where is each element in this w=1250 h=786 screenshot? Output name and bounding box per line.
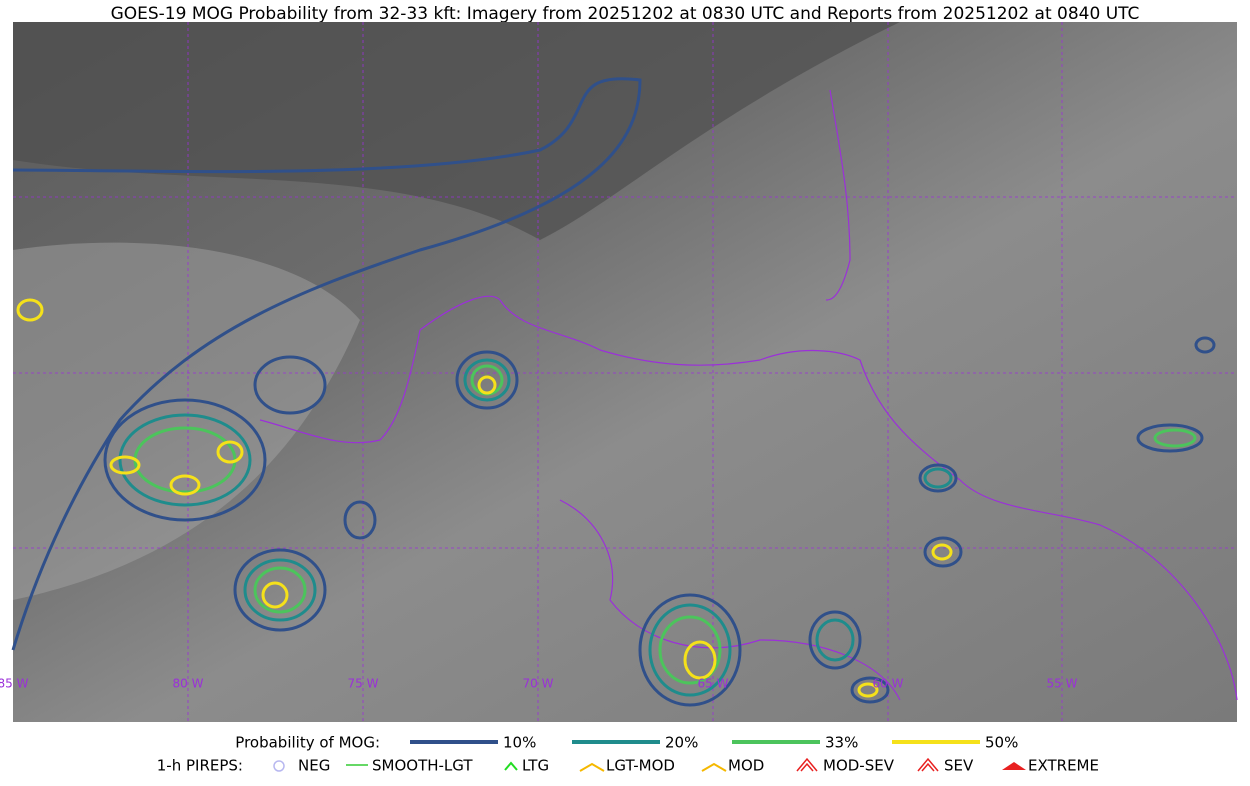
pirep-icon: [1002, 762, 1026, 770]
contours: [11, 77, 1216, 707]
pirep-label: LTG: [522, 757, 549, 775]
pirep-icon: [579, 762, 605, 772]
longitude-label: 65 W: [698, 677, 729, 691]
pirep-icon: [273, 760, 285, 772]
probability-legend-title: Probability of MOG:: [235, 734, 380, 752]
pirep-icon: [917, 757, 939, 772]
pirep-label: SEV: [944, 757, 974, 775]
pirep-label: EXTREME: [1028, 757, 1099, 775]
longitude-labels: 85 W 80 W 75 W 70 W 65 W 60 W 55 W: [0, 677, 1078, 691]
longitude-label: 70 W: [523, 677, 554, 691]
dry-slot: [13, 22, 900, 240]
probability-label: 50%: [985, 734, 1018, 752]
probability-label: 33%: [825, 734, 858, 752]
probability-label: 10%: [503, 734, 536, 752]
pirep-icon: [796, 757, 818, 772]
map: 85 W 80 W 75 W 70 W 65 W 60 W 55 W: [0, 22, 1238, 722]
pirep-label: SMOOTH-LGT: [372, 757, 473, 775]
longitude-label: 55 W: [1047, 677, 1078, 691]
longitude-label: 75 W: [348, 677, 379, 691]
pirep-label: NEG: [298, 757, 330, 775]
pirep-label: MOD-SEV: [823, 757, 895, 775]
pirep-icon: [701, 762, 727, 772]
legend: Probability of MOG: 10% 20% 33% 50% 1-h PIREP…: [157, 734, 1099, 775]
longitude-label: 60 W: [873, 677, 904, 691]
longitude-label: 85 W: [0, 677, 29, 691]
cloud-band: [13, 242, 360, 600]
pirep-icon: [504, 761, 518, 771]
pirep-label: MOD: [728, 757, 764, 775]
pireps-legend-title: 1-h PIREPS:: [157, 757, 243, 775]
longitude-label: 80 W: [173, 677, 204, 691]
graticule: [13, 22, 1237, 722]
probability-label: 20%: [665, 734, 698, 752]
pirep-label: LGT-MOD: [606, 757, 675, 775]
map-title: GOES-19 MOG Probability from 32-33 kft: …: [111, 4, 1140, 24]
